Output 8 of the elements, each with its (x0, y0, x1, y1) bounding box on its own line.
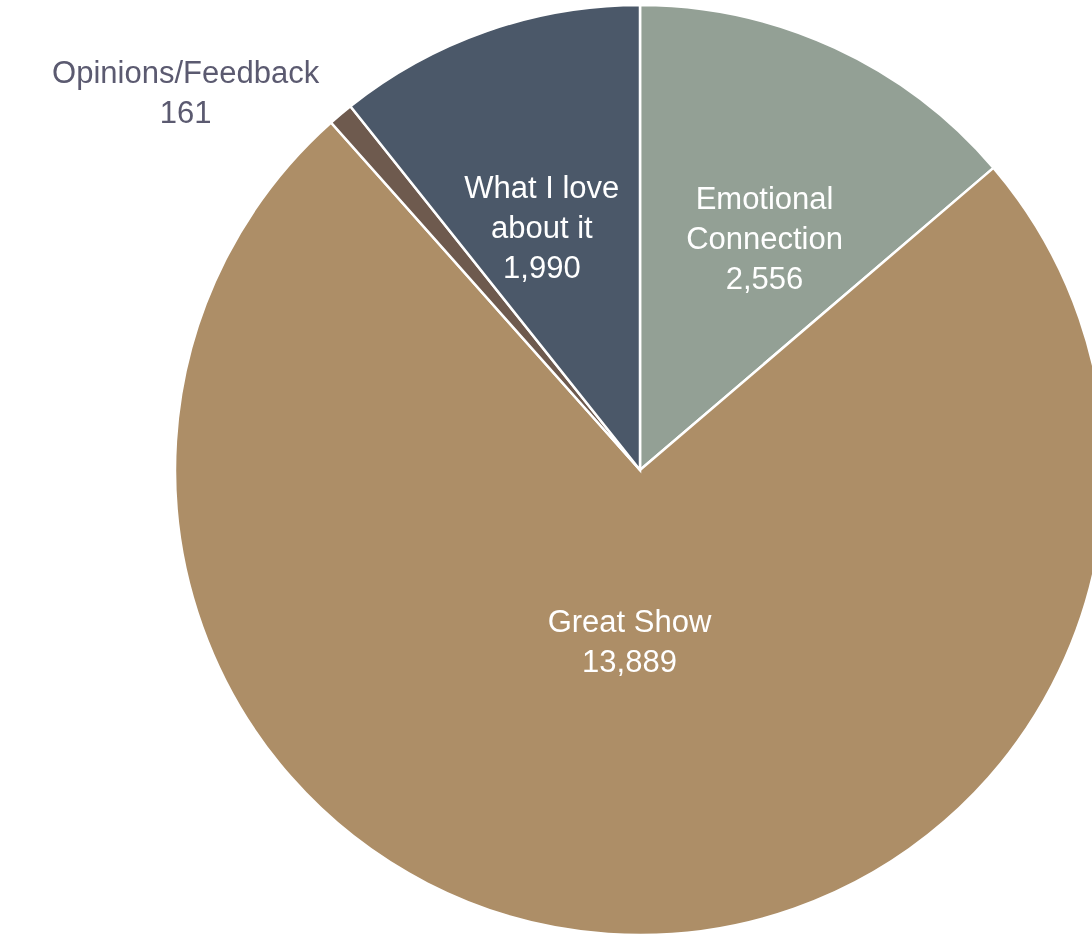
slice-label: Great Show (547, 604, 712, 640)
data-label: 161 (159, 95, 212, 131)
data-label: 1,990 (503, 250, 581, 286)
slice-label: Emotional Connection (686, 180, 843, 256)
data-label: 13,889 (582, 644, 677, 680)
slice-label: What I love about it (464, 170, 620, 246)
slice-label: Opinions/Feedback (52, 55, 320, 91)
data-label: 2,556 (725, 260, 804, 296)
